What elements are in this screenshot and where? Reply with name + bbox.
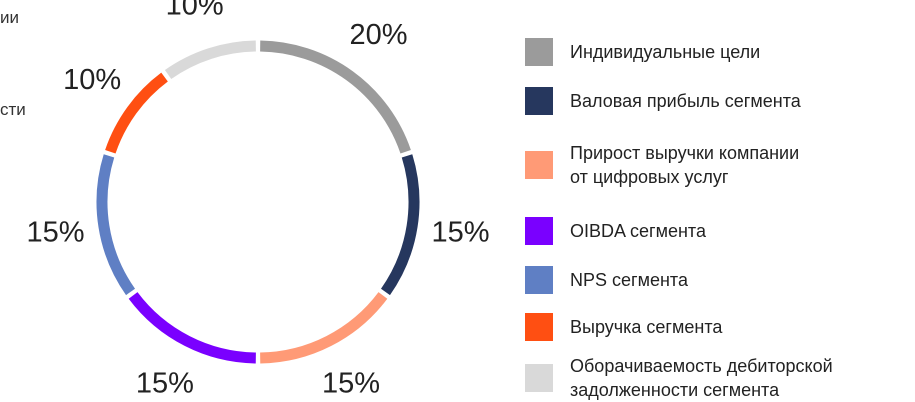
donut-segment <box>380 154 420 296</box>
value-label: 20% <box>349 19 407 51</box>
donut-segment <box>164 40 256 80</box>
legend-label: OIBDA сегмента <box>570 221 706 241</box>
legend-swatch <box>525 266 553 294</box>
donut-segment <box>128 292 256 364</box>
legend-item: Индивидуальные цели <box>525 38 760 66</box>
legend-item: Прирост выручки компании от цифровых усл… <box>525 141 799 189</box>
value-label: 15% <box>136 367 194 399</box>
donut-segment <box>96 154 136 296</box>
legend-item: NPS сегмента <box>525 266 688 294</box>
legend-swatch <box>525 364 553 392</box>
legend-label: Оборачиваемость дебиторской задолженност… <box>570 356 833 400</box>
legend-label: Выручка сегмента <box>570 317 723 337</box>
legend-swatch <box>525 217 553 245</box>
legend-label: Валовая прибыль сегмента <box>570 91 801 111</box>
value-label: 15% <box>27 217 85 249</box>
legend-item: Валовая прибыль сегмента <box>525 87 801 115</box>
value-label: 10% <box>166 0 224 22</box>
legend-label: Индивидуальные цели <box>570 42 761 62</box>
value-label: 15% <box>322 367 380 399</box>
legend-swatch <box>525 313 553 341</box>
legend-swatch <box>525 38 553 66</box>
value-label: 15% <box>431 217 489 249</box>
donut-segment <box>105 72 168 154</box>
value-label: 10% <box>63 64 121 96</box>
legend-item: OIBDA сегмента <box>525 217 706 245</box>
clipped-text: ии <box>0 8 19 27</box>
donut-segment <box>260 40 411 154</box>
legend-swatch <box>525 151 553 179</box>
legend-label: Прирост выручки компании от цифровых усл… <box>570 143 800 187</box>
chart: 20% 15% 15% 15% 15% 10% 10% <box>27 0 490 399</box>
legend-item: Выручка сегмента <box>525 313 722 341</box>
legend-item: Оборачиваемость дебиторской задолженност… <box>525 354 833 402</box>
clipped-text: сти <box>0 100 26 119</box>
donut-segment <box>260 292 388 364</box>
legend-swatch <box>525 87 553 115</box>
legend-label: NPS сегмента <box>570 270 688 290</box>
